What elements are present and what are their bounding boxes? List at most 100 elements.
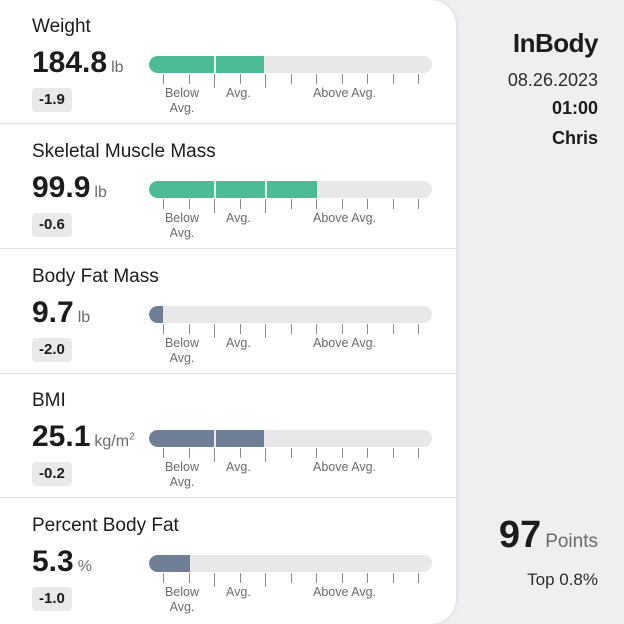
metric-value-line: 99.9 lb [32,171,107,205]
range-bar-fill [149,180,318,198]
scale-tick [342,74,343,84]
metric-value-line: 5.3% [32,545,92,579]
scale-tick [240,448,241,459]
measurement-date: 08.26.2023 [507,70,598,90]
metric-value: 184.8 [32,46,108,79]
scale-label-below-line2: Avg. [169,475,195,490]
scale-label-below-avg: Below Avg. [161,460,203,490]
scale-tick [214,74,215,88]
scale-tick [316,323,317,334]
metric-unit-text: lb [94,183,107,201]
metric-unit: lb [94,184,106,201]
body-composition-card: Weight 184.8 lb -1.9 Below Avg. Avg. Above Avg.… [0,0,456,624]
metric-title: Skeletal Muscle Mass [32,140,216,162]
scale-label-below-avg: Below Avg. [161,211,203,241]
scale-label-above-avg: Above Avg. [313,460,377,475]
change-badge: -1.9 [32,88,72,112]
inbody-logo: InBody [512,28,599,58]
metric-unit-sup: 2 [129,432,135,444]
metric-unit-text: lb [111,59,124,76]
scale-tick [342,198,343,209]
scale-tick [214,323,215,338]
range-bar-fill [149,555,191,573]
scale-label-avg: Avg. [226,86,251,100]
range-bar [149,305,432,323]
score-value: 97 [498,514,542,556]
scale-tick [189,74,190,84]
scale-tick [342,448,343,459]
row-divider [0,497,456,499]
scale-tick [316,74,317,84]
metric-row-skeletal-muscle-mass[interactable]: Skeletal Muscle Mass 99.9 lb -0.6 Below Avg. A… [0,125,456,249]
scale-label-above-avg: Above Avg. [313,585,377,600]
scale-tick [240,74,241,84]
scale-tick [418,448,419,459]
scale-tick [189,573,190,584]
metric-value: 5.3 [32,545,74,579]
metric-row-bmi[interactable]: BMI 25.1 kg/m2 -0.2 Below Avg. Avg. Above Avg. [0,374,456,499]
scale-tick [265,74,266,88]
metric-value-line: 184.8 lb [32,46,124,80]
scale-tick [291,74,292,84]
scale-tick [265,198,266,213]
range-bar [149,430,432,448]
scale-tick [393,448,394,459]
row-divider [0,372,456,374]
scale-tick [163,74,164,84]
range-bar-fill [149,430,264,448]
scale-label-avg: Avg. [226,585,251,600]
scale-tick [316,448,317,459]
scale-tick [291,323,292,334]
metric-value-line: 25.1 kg/m2 [32,420,135,454]
metric-row-percent-body-fat[interactable]: Percent Body Fat 5.3% -1.0 Below Avg. Avg. Abo… [0,499,456,623]
scale-tick [393,573,394,584]
scale-tick [214,448,215,463]
scale-tick [163,323,164,334]
range-bar [149,180,432,198]
scale-tick [393,323,394,334]
scale-tick [189,323,190,334]
inbody-score: 97 Points [499,514,598,557]
scale-tick [418,198,419,209]
scale-label-below-line2: Avg. [169,350,195,365]
scale-tick [316,573,317,584]
metric-value: 99.9 [32,170,91,204]
metric-row-weight[interactable]: Weight 184.8 lb -1.9 Below Avg. Avg. Above Avg. [0,0,456,124]
scale-label-below-line2: Avg. [169,225,195,240]
scale-tick [240,198,241,209]
scale-tick [418,74,419,84]
scale-label-below-line1: Below [164,86,200,100]
scale-tick [163,573,164,584]
range-bar-separator [214,180,216,198]
scale-tick [240,573,241,584]
range-bar-separator [265,180,267,198]
metric-unit: lb [111,59,123,76]
metric-title: Body Fat Mass [32,265,159,287]
metric-value: 25.1 [32,420,91,454]
scale-label-above-avg: Above Avg. [313,210,377,225]
summary-panel: InBody 08.26.2023 01:00 Chris 97 Points T… [456,0,624,624]
range-bar-fill [149,305,164,323]
range-bar [149,555,432,573]
metric-unit: lb [78,309,90,326]
metric-title: BMI [32,390,66,412]
scale-label-below-line1: Below [164,585,200,600]
scale-tick [291,448,292,459]
scale-label-below-line2: Avg. [169,101,195,115]
change-badge: -0.2 [32,462,72,487]
scale-tick [214,573,215,588]
scale-tick [342,573,343,584]
scale-tick [367,198,368,209]
scale-tick [367,74,368,84]
metric-title: Weight [32,16,91,37]
scale-label-above-avg: Above Avg. [313,335,377,350]
scale-tick [291,573,292,584]
scale-tick [265,323,266,338]
score-rank: Top 0.8% [527,570,598,589]
scale-tick [189,448,190,459]
metric-row-body-fat-mass[interactable]: Body Fat Mass 9.7 lb -2.0 Below Avg. Avg. Above… [0,250,456,374]
scale-tick [265,448,266,463]
scale-tick [163,198,164,209]
score-unit: Points [545,531,598,552]
scale-tick [240,323,241,334]
